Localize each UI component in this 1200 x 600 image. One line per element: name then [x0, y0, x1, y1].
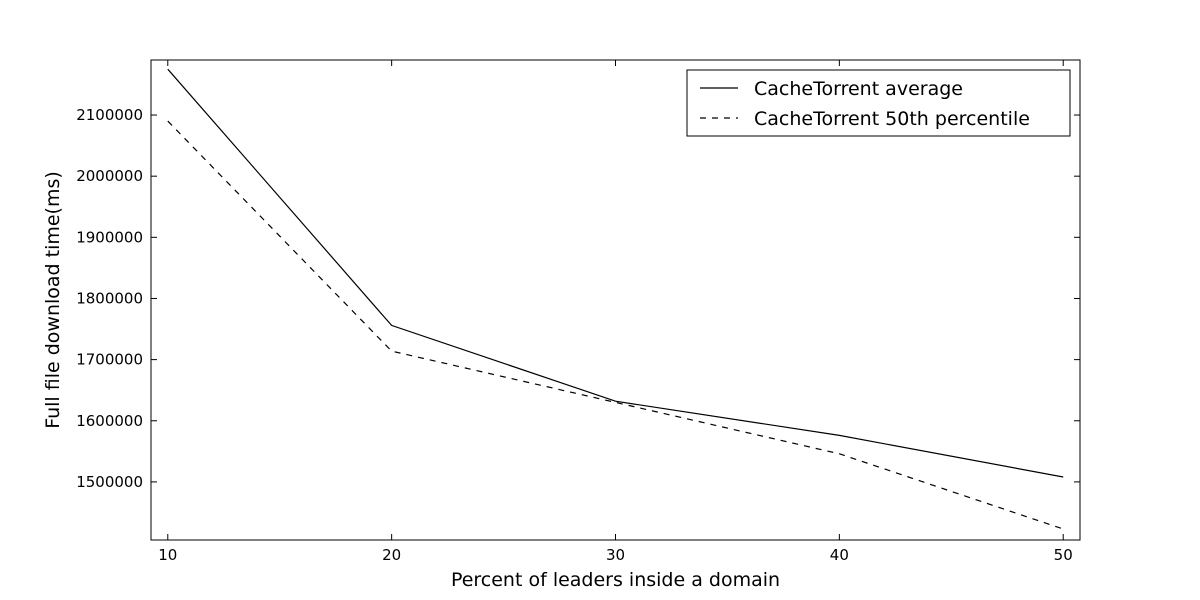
legend-label-50th-percentile: CacheTorrent 50th percentile [754, 108, 1030, 130]
legend: CacheTorrent average CacheTorrent 50th p… [686, 69, 1071, 137]
x-axis-label: Percent of leaders inside a domain [451, 569, 780, 591]
x-tick-label: 50 [1054, 546, 1073, 564]
plot-frame [150, 59, 1081, 541]
legend-box [686, 69, 1071, 137]
plot-lines [167, 68, 1064, 530]
x-tick-label: 20 [382, 546, 401, 564]
y-tick-label: 1900000 [76, 228, 143, 246]
series-line-average [167, 68, 1064, 478]
axis-ticks: 10 20 30 40 50 1500000 1600000 1700000 1800000 19… [76, 60, 1080, 564]
y-tick-label: 2000000 [76, 167, 143, 185]
y-tick-label: 1500000 [76, 473, 143, 491]
legend-label-average: CacheTorrent average [754, 78, 963, 100]
x-tick-label: 30 [606, 546, 625, 564]
y-tick-label: 2100000 [76, 106, 143, 124]
y-axis-label: Full file download time(ms) [42, 171, 64, 429]
x-tick-label: 40 [830, 546, 849, 564]
y-tick-label: 1600000 [76, 412, 143, 430]
y-tick-label: 1700000 [76, 351, 143, 369]
y-tick-label: 1800000 [76, 289, 143, 307]
x-tick-label: 10 [158, 546, 177, 564]
